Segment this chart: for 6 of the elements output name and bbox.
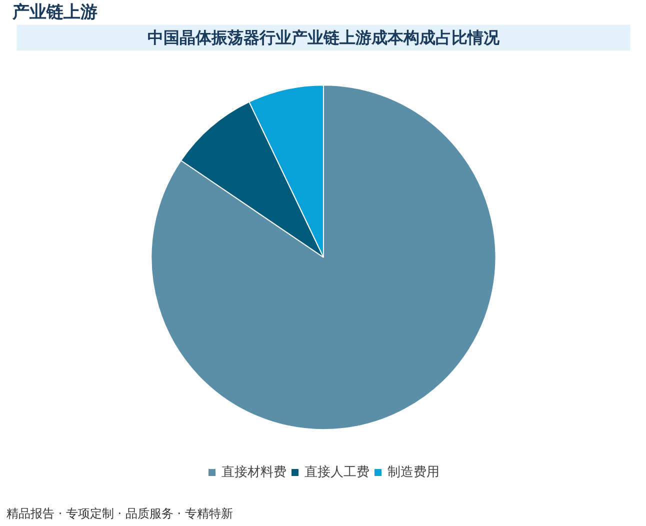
chart-title: 中国晶体振荡器行业产业链上游成本构成占比情况 [148, 28, 500, 48]
legend-label: 直接材料费 [222, 464, 286, 481]
text: 产业链上游 [12, 2, 98, 22]
legend-label: 制造费用 [388, 464, 440, 481]
legend-label: 直接人工费 [304, 464, 370, 481]
text: 精品报告 · 专项定制 · 品质服务 · 专精特新 [6, 506, 233, 520]
